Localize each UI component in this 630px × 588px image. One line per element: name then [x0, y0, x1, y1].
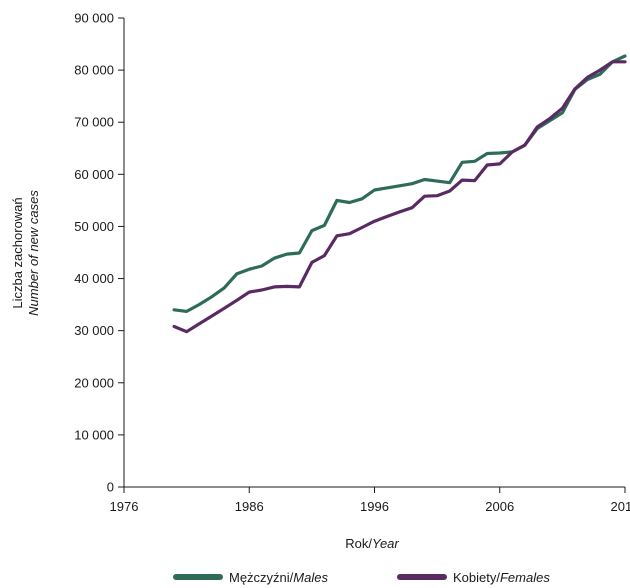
y-tick-label: 50 000: [74, 219, 114, 234]
x-axis: 1976 1986 1996 2006 2016: [110, 486, 630, 514]
y-tick-label: 70 000: [74, 115, 114, 130]
legend: Mężczyźni/Males Kobiety/Females: [173, 570, 550, 585]
y-axis: 0 10 000 20 000 30 000 40 000 50 000 60 000 70 …: [74, 11, 125, 495]
y-tick-label: 20 000: [74, 375, 114, 390]
series-line-females: [172, 60, 627, 334]
y-axis-title-main: Liczba zachorowań: [10, 197, 25, 308]
x-tick-label: 2016: [611, 499, 630, 514]
x-axis-title-italic: Year: [372, 536, 399, 551]
legend-label-males: Mężczyźni/Males: [229, 570, 328, 585]
legend-item-females: Kobiety/Females: [397, 570, 550, 585]
y-tick-label: 0: [107, 480, 114, 495]
series-layer: [172, 54, 627, 334]
legend-label-females-main: Kobiety/: [453, 570, 500, 585]
x-tick-label: 1976: [110, 499, 139, 514]
y-tick-label: 60 000: [74, 167, 114, 182]
y-tick-label: 10 000: [74, 427, 114, 442]
x-tick-label: 2006: [485, 499, 514, 514]
y-tick-label: 90 000: [74, 11, 114, 26]
legend-label-males-main: Mężczyźni/: [229, 570, 294, 585]
y-tick-label: 30 000: [74, 323, 114, 338]
x-tick-label: 1986: [235, 499, 264, 514]
legend-label-females-italic: Females: [500, 570, 550, 585]
y-axis-title-english: Number of new cases: [26, 190, 41, 316]
y-axis-title: Liczba zachorowań: [10, 197, 25, 308]
series-line-males: [172, 54, 627, 313]
x-axis-title-main: Rok/: [345, 536, 372, 551]
legend-label-females: Kobiety/Females: [453, 570, 550, 585]
x-axis-title: Rok/Year: [345, 536, 399, 551]
legend-label-males-italic: Males: [293, 570, 328, 585]
y-tick-label: 80 000: [74, 63, 114, 78]
legend-item-males: Mężczyźni/Males: [173, 570, 328, 585]
y-axis-title-italic: Number of new cases: [26, 190, 41, 316]
x-tick-label: 1996: [360, 499, 389, 514]
y-tick-label: 40 000: [74, 271, 114, 286]
